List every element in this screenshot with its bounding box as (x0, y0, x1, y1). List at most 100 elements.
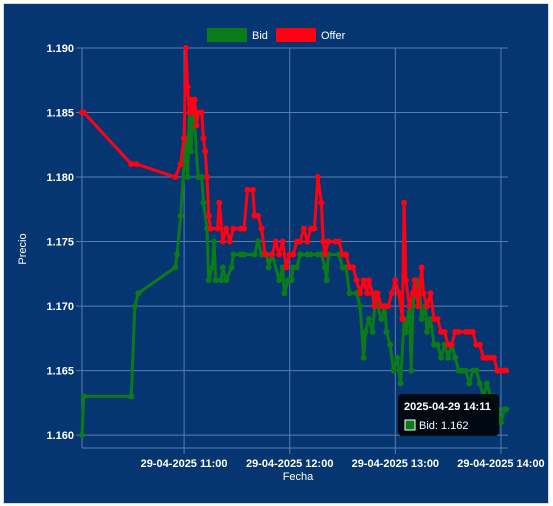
data-point-offer[interactable] (181, 135, 188, 142)
data-point-offer[interactable] (172, 174, 179, 180)
data-point-offer[interactable] (249, 186, 256, 193)
data-point-offer[interactable] (455, 328, 462, 335)
legend[interactable]: Bid Offer (207, 28, 346, 42)
data-point-offer[interactable] (385, 303, 392, 310)
data-point-offer[interactable] (357, 290, 364, 297)
data-point-offer[interactable] (262, 251, 269, 258)
data-point-offer[interactable] (321, 251, 328, 258)
data-point-offer[interactable] (258, 225, 265, 232)
data-point-offer[interactable] (469, 328, 476, 335)
data-point-bid[interactable] (362, 328, 369, 335)
data-point-bid[interactable] (198, 174, 205, 180)
data-point-bid[interactable] (241, 251, 247, 258)
data-point-bid[interactable] (211, 238, 217, 245)
data-point-bid[interactable] (251, 251, 258, 258)
data-point-offer[interactable] (392, 277, 399, 284)
data-point-bid[interactable] (383, 328, 390, 335)
data-point-bid[interactable] (438, 354, 445, 361)
data-point-offer[interactable] (420, 290, 427, 297)
data-point-offer[interactable] (269, 251, 276, 258)
data-point-offer[interactable] (223, 225, 230, 232)
data-point-bid[interactable] (503, 406, 510, 413)
data-point-offer[interactable] (304, 238, 311, 245)
data-point-offer[interactable] (406, 303, 413, 310)
data-point-bid[interactable] (128, 393, 135, 400)
data-point-offer[interactable] (415, 303, 422, 310)
data-point-offer[interactable] (177, 161, 184, 168)
data-point-bid[interactable] (223, 277, 230, 284)
data-point-offer[interactable] (230, 225, 237, 232)
data-point-bid[interactable] (434, 341, 441, 348)
data-point-offer[interactable] (193, 122, 200, 129)
data-point-bid[interactable] (79, 432, 85, 439)
data-point-offer[interactable] (283, 264, 290, 271)
data-point-bid[interactable] (483, 380, 490, 387)
data-point-bid[interactable] (230, 251, 237, 258)
data-point-offer[interactable] (216, 199, 223, 206)
data-point-offer[interactable] (374, 290, 381, 297)
data-point-offer[interactable] (503, 367, 510, 374)
data-point-offer[interactable] (411, 277, 418, 284)
data-point-offer[interactable] (424, 303, 430, 310)
data-point-offer[interactable] (279, 238, 286, 245)
data-point-bid[interactable] (288, 277, 295, 284)
data-point-offer[interactable] (205, 212, 212, 219)
data-point-offer[interactable] (388, 290, 395, 297)
data-point-offer[interactable] (214, 225, 221, 232)
data-point-bid[interactable] (390, 367, 397, 374)
data-point-bid[interactable] (205, 277, 212, 284)
data-point-offer[interactable] (365, 277, 372, 284)
data-point-offer[interactable] (360, 277, 367, 284)
data-point-bid[interactable] (212, 277, 219, 284)
data-point-offer[interactable] (198, 109, 205, 116)
data-point-bid[interactable] (255, 238, 261, 245)
data-point-offer[interactable] (191, 96, 198, 103)
data-point-bid[interactable] (402, 328, 409, 335)
data-point-offer[interactable] (434, 316, 441, 322)
data-point-bid[interactable] (418, 316, 425, 322)
data-point-offer[interactable] (202, 148, 209, 155)
data-point-bid[interactable] (265, 264, 272, 271)
data-point-bid[interactable] (387, 341, 394, 348)
data-point-bid[interactable] (378, 316, 385, 322)
data-point-bid[interactable] (200, 199, 207, 206)
data-point-offer[interactable] (255, 212, 261, 219)
data-point-bid[interactable] (397, 380, 404, 387)
data-point-offer[interactable] (402, 277, 409, 284)
data-point-offer[interactable] (80, 109, 87, 116)
data-point-bid[interactable] (80, 393, 87, 400)
data-point-bid[interactable] (424, 328, 430, 335)
data-point-bid[interactable] (321, 264, 328, 271)
data-point-bid[interactable] (188, 148, 195, 155)
data-point-bid[interactable] (476, 380, 483, 387)
data-point-bid[interactable] (346, 290, 353, 297)
data-point-offer[interactable] (353, 277, 360, 284)
data-point-bid[interactable] (394, 354, 401, 361)
data-point-bid[interactable] (174, 251, 181, 258)
data-point-offer[interactable] (325, 238, 332, 245)
data-point-offer[interactable] (204, 174, 210, 180)
data-point-offer[interactable] (318, 199, 325, 206)
data-point-bid[interactable] (228, 264, 235, 271)
data-point-bid[interactable] (276, 277, 283, 284)
data-point-offer[interactable] (184, 83, 191, 90)
data-point-bid[interactable] (323, 277, 330, 284)
data-point-offer[interactable] (189, 109, 196, 116)
data-point-bid[interactable] (184, 174, 191, 180)
data-point-offer[interactable] (182, 45, 189, 51)
data-point-offer[interactable] (401, 199, 408, 206)
data-point-offer[interactable] (300, 225, 307, 232)
data-point-bid[interactable] (408, 367, 415, 374)
data-point-bid[interactable] (131, 303, 138, 310)
data-point-offer[interactable] (476, 341, 483, 348)
data-point-bid[interactable] (360, 354, 367, 361)
data-point-bid[interactable] (307, 251, 314, 258)
data-point-bid[interactable] (218, 277, 225, 284)
data-point-bid[interactable] (281, 290, 288, 297)
data-point-bid[interactable] (445, 354, 452, 361)
data-point-offer[interactable] (441, 328, 448, 335)
data-point-bid[interactable] (462, 367, 469, 374)
data-point-offer[interactable] (369, 290, 376, 297)
data-point-offer[interactable] (272, 238, 279, 245)
data-point-offer[interactable] (343, 251, 349, 258)
